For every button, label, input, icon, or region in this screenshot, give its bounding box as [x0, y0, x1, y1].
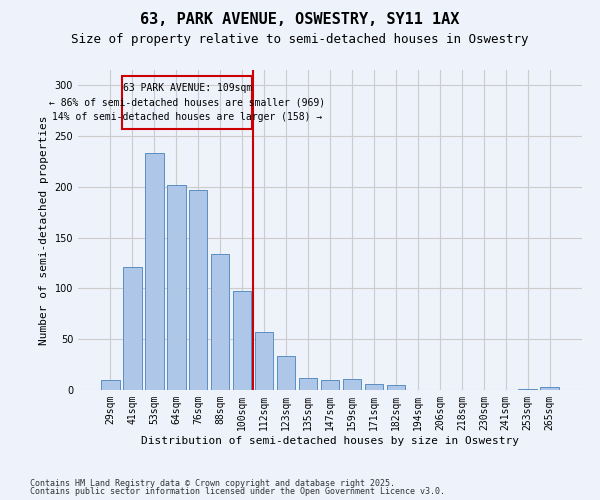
X-axis label: Distribution of semi-detached houses by size in Oswestry: Distribution of semi-detached houses by …	[141, 436, 519, 446]
Bar	[233, 292, 251, 390]
Bar	[255, 332, 274, 390]
Text: Contains public sector information licensed under the Open Government Licence v3: Contains public sector information licen…	[30, 487, 445, 496]
Bar	[518, 389, 537, 390]
Text: 14% of semi-detached houses are larger (158) →: 14% of semi-detached houses are larger (…	[52, 112, 322, 122]
Bar	[145, 154, 164, 390]
Bar	[343, 379, 361, 390]
Text: 63, PARK AVENUE, OSWESTRY, SY11 1AX: 63, PARK AVENUE, OSWESTRY, SY11 1AX	[140, 12, 460, 28]
Bar	[123, 267, 142, 390]
Bar	[541, 387, 559, 390]
Bar	[365, 384, 383, 390]
Text: Size of property relative to semi-detached houses in Oswestry: Size of property relative to semi-detach…	[71, 32, 529, 46]
Bar	[211, 254, 229, 390]
Bar	[320, 380, 340, 390]
Bar	[101, 380, 119, 390]
Bar	[122, 76, 252, 129]
Bar	[386, 385, 405, 390]
Text: 63 PARK AVENUE: 109sqm: 63 PARK AVENUE: 109sqm	[122, 82, 252, 92]
Bar	[189, 190, 208, 390]
Text: Contains HM Land Registry data © Crown copyright and database right 2025.: Contains HM Land Registry data © Crown c…	[30, 478, 395, 488]
Bar	[299, 378, 317, 390]
Bar	[167, 185, 185, 390]
Bar	[277, 356, 295, 390]
Y-axis label: Number of semi-detached properties: Number of semi-detached properties	[39, 116, 49, 345]
Text: ← 86% of semi-detached houses are smaller (969): ← 86% of semi-detached houses are smalle…	[49, 98, 325, 108]
